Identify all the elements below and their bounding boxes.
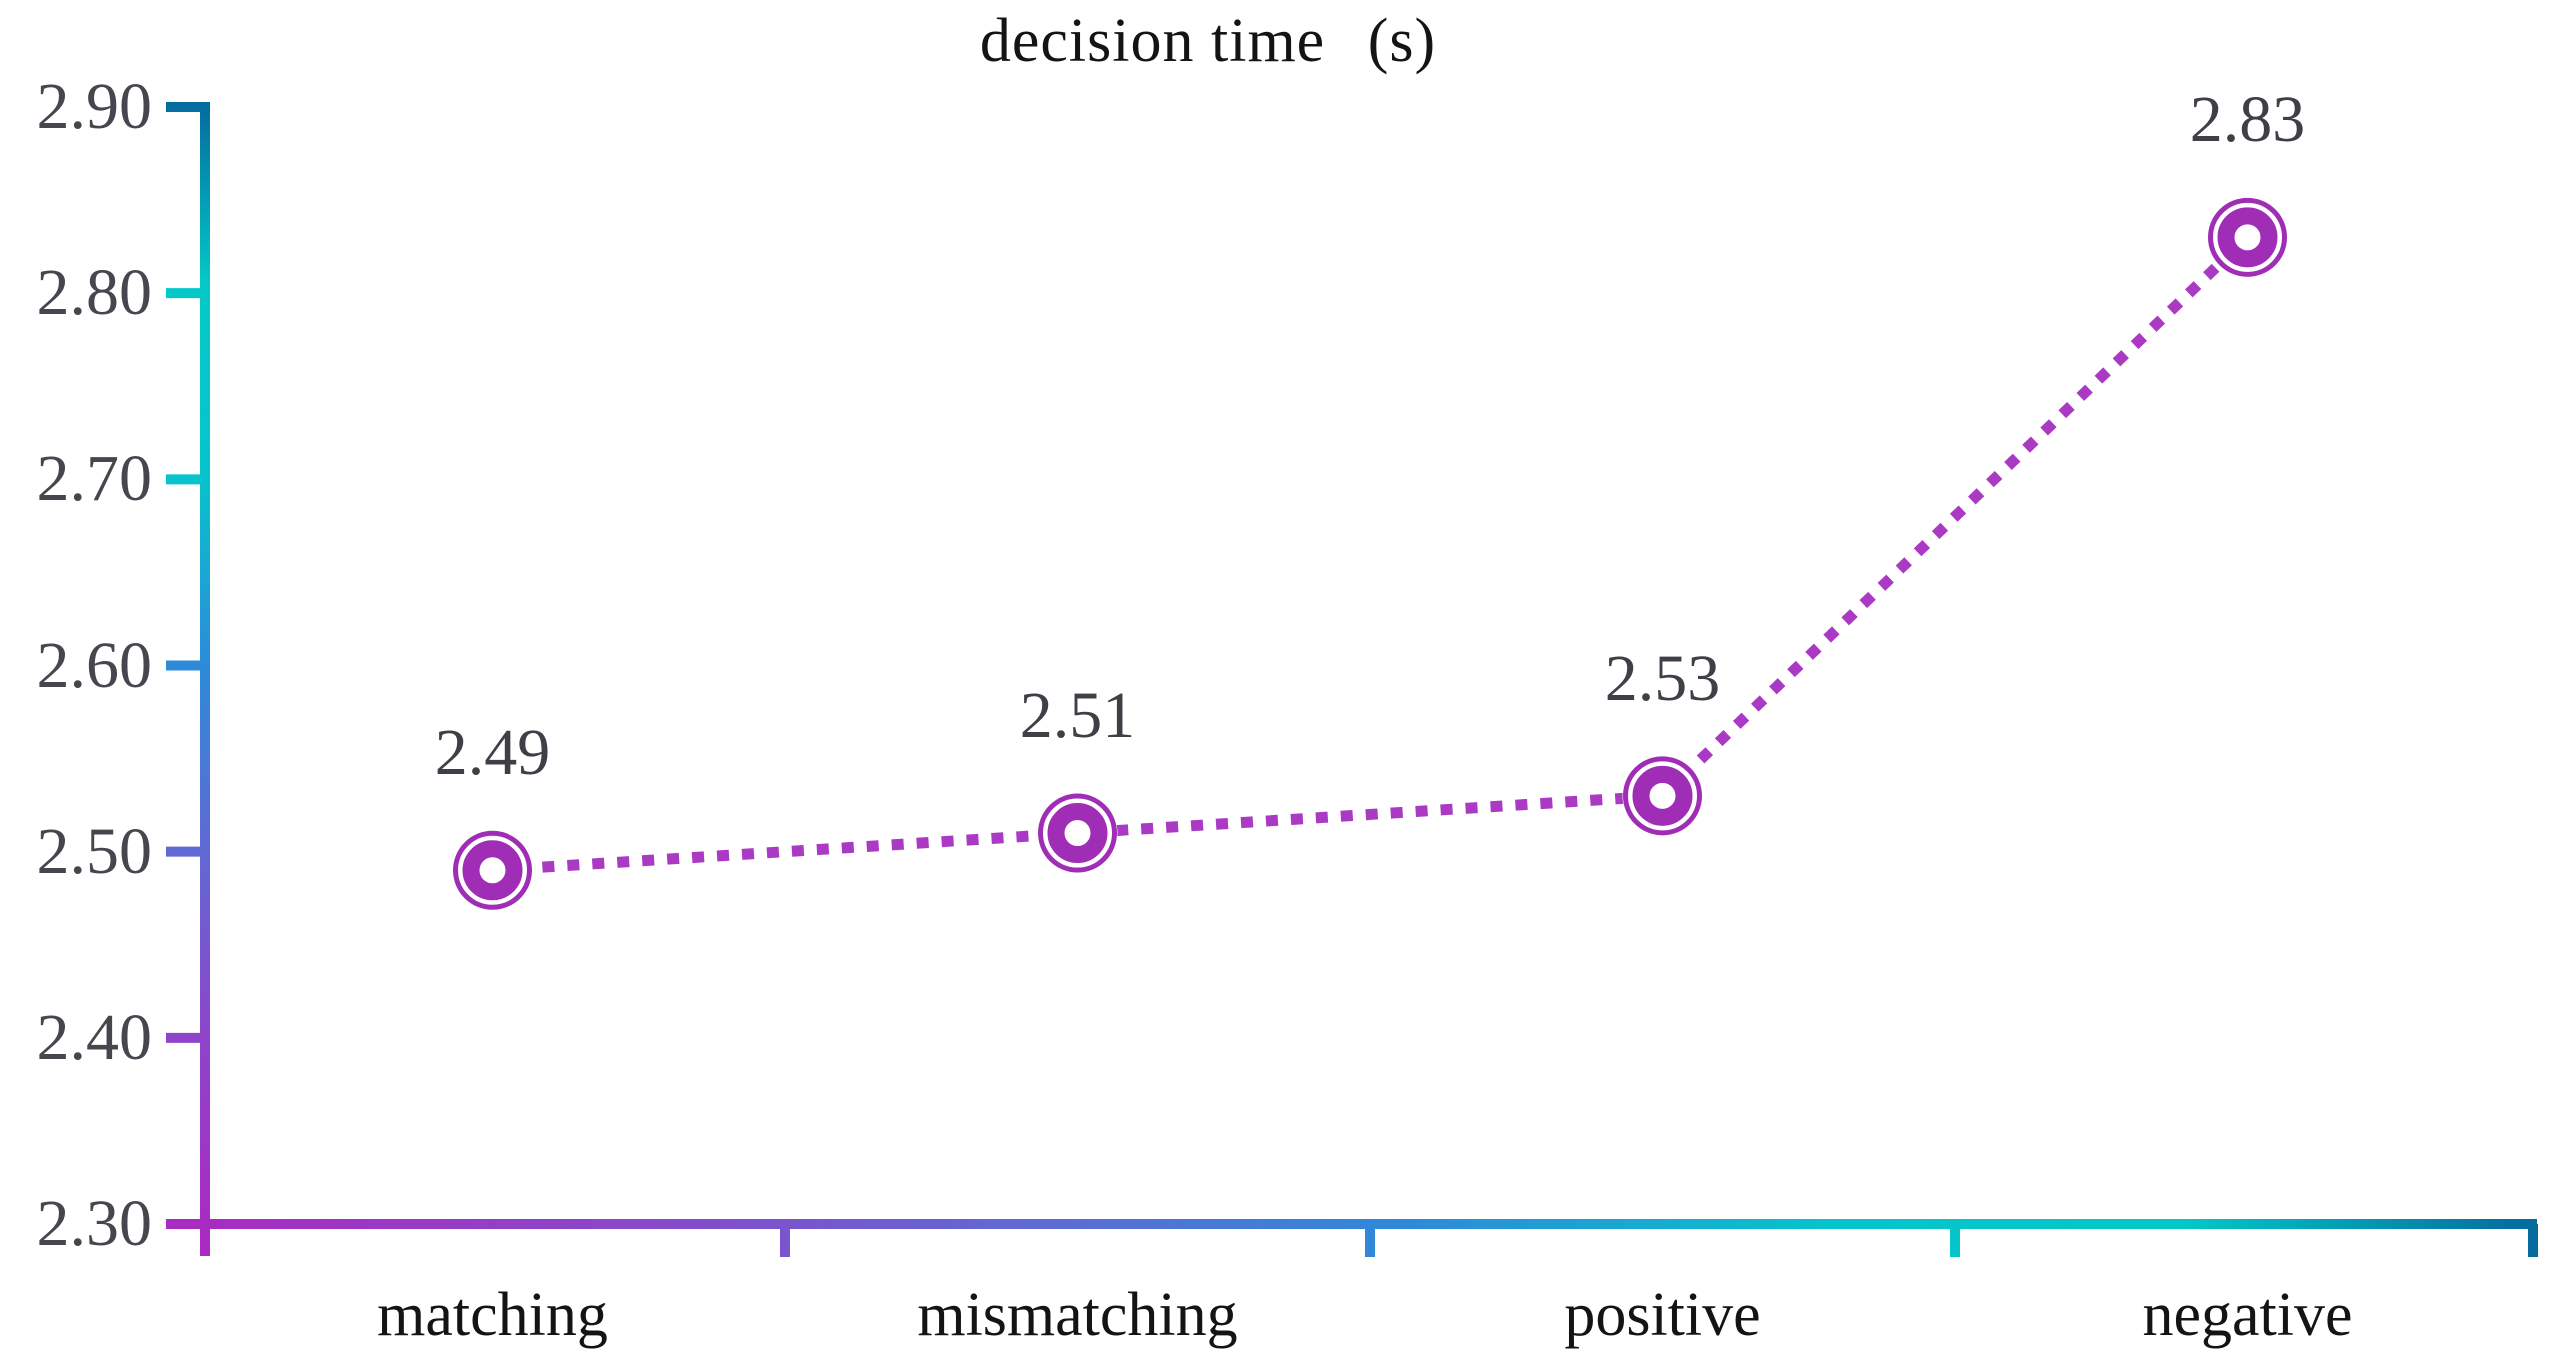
chart-title-text: decision time [979, 7, 1326, 75]
x-category-label: positive [1564, 1281, 1761, 1349]
x-category-label: mismatching [917, 1281, 1238, 1349]
marker-outer-ring [1623, 756, 1702, 836]
y-tick-label: 2.70 [36, 442, 153, 516]
series-dotted-line [492, 233, 2252, 876]
marker-donut-ring [2217, 207, 2278, 268]
data-point-marker [452, 830, 533, 911]
marker-donut-ring [462, 840, 523, 901]
y-tick-label: 2.40 [36, 1000, 153, 1074]
data-point-marker [1037, 793, 1118, 874]
y-tick-label: 2.80 [36, 256, 153, 330]
data-point-marker [1622, 755, 1703, 836]
y-tick-label: 2.50 [36, 814, 153, 888]
x-category-label: negative [2142, 1281, 2353, 1349]
point-value-label: 2.53 [1604, 641, 1721, 715]
y-tick-label: 2.90 [36, 70, 153, 143]
marker-donut-ring [1632, 765, 1693, 826]
data-point-marker [2207, 197, 2288, 278]
marker-outer-ring [2208, 197, 2287, 277]
y-tick-label: 2.30 [36, 1187, 153, 1260]
point-value-label: 2.51 [1019, 679, 1136, 753]
y-tick-label: 2.60 [36, 628, 153, 702]
marker-outer-ring [1038, 793, 1117, 873]
chart-title: decision time (s) [0, 6, 2416, 77]
x-category-label: matching [377, 1281, 608, 1349]
point-value-label: 2.49 [434, 716, 551, 790]
chart-title-unit: (s) [1367, 7, 1437, 75]
point-value-label: 2.83 [2189, 83, 2306, 157]
marker-outer-ring [453, 830, 532, 910]
marker-donut-ring [1047, 803, 1108, 864]
